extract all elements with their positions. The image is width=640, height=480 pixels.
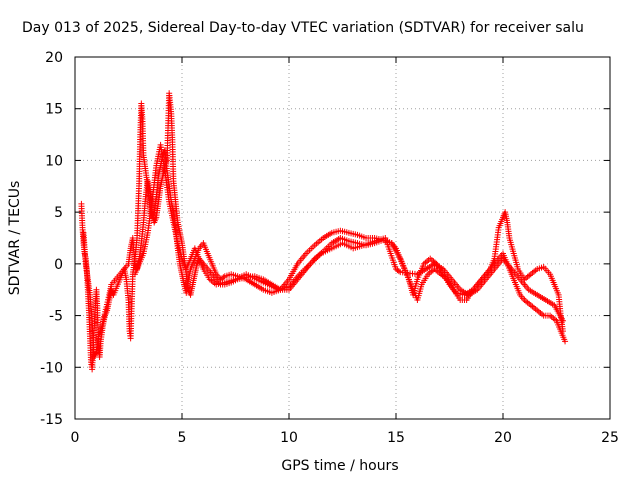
series-track-c (131, 141, 566, 324)
data-markers (78, 90, 569, 373)
plot-frame (74, 56, 611, 420)
data-point (559, 328, 566, 335)
x-tick-label: 25 (601, 430, 619, 446)
x-tick-label: 5 (178, 430, 187, 446)
grid (75, 57, 610, 419)
y-tick-label: 20 (45, 50, 63, 66)
series-track-b (80, 90, 566, 360)
chart-title: Day 013 of 2025, Sidereal Day-to-day VTE… (22, 20, 584, 36)
x-tick-label: 20 (494, 430, 512, 446)
data-point (562, 338, 569, 345)
y-tick-label: 5 (54, 205, 63, 221)
x-tick-label: 10 (280, 430, 298, 446)
x-tick-label: 0 (71, 430, 80, 446)
data-point (395, 268, 402, 275)
y-tick-label: 10 (45, 153, 63, 169)
data-point (220, 274, 227, 281)
y-tick-label: 0 (54, 257, 63, 273)
x-axis-label: GPS time / hours (281, 458, 398, 474)
y-tick-label: -15 (40, 412, 63, 428)
data-point (559, 317, 566, 324)
series-track-a (78, 100, 569, 373)
axis-ticks (74, 56, 611, 420)
y-tick-label: 15 (45, 102, 63, 118)
y-axis-label: SDTVAR / TECUs (7, 181, 23, 296)
y-tick-label: -5 (49, 309, 63, 325)
y-tick-label: -10 (40, 360, 63, 376)
tick-labels: 0 5 10 15 20 25 -15 -10 -5 0 5 10 15 20 (40, 50, 619, 446)
x-tick-label: 15 (387, 430, 405, 446)
